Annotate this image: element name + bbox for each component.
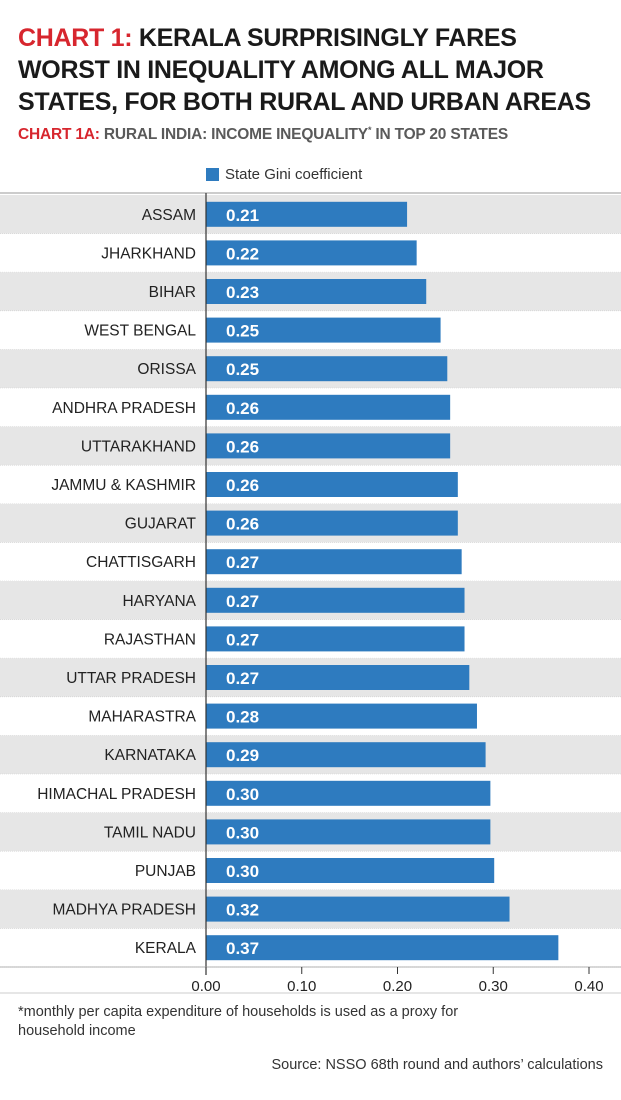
data-label: 0.28 [226, 708, 259, 727]
data-label: 0.27 [226, 553, 259, 572]
category-label: PUNJAB [135, 863, 196, 880]
chart-title-prefix: CHART 1: [18, 24, 133, 52]
x-tick-label: 0.00 [191, 978, 220, 995]
legend-swatch [206, 168, 219, 181]
category-label: TAMIL NADU [104, 824, 196, 841]
category-label: KARNATAKA [104, 747, 196, 764]
category-label: HARYANA [122, 593, 196, 610]
data-label: 0.37 [226, 939, 259, 958]
bar [206, 703, 477, 729]
category-label: GUJARAT [125, 516, 197, 533]
category-label: RAJASTHAN [104, 631, 196, 648]
category-label: ASSAM [142, 207, 196, 224]
bar [206, 510, 458, 536]
data-label: 0.26 [226, 437, 259, 456]
category-label: CHATTISGARH [86, 554, 196, 571]
x-tick-label: 0.30 [479, 978, 508, 995]
bar [206, 587, 465, 613]
category-label: BIHAR [149, 284, 196, 301]
category-label: UTTAR PRADESH [66, 670, 196, 687]
category-label: WEST BENGAL [84, 323, 196, 340]
bar [206, 394, 451, 420]
category-label: JHARKHAND [101, 245, 196, 262]
data-label: 0.27 [226, 630, 259, 649]
x-tick-label: 0.10 [287, 978, 316, 995]
chart-title: CHART 1: KERALA SURPRISINGLY FARES WORST… [18, 22, 608, 118]
chart-title-text: KERALA SURPRISINGLY FARES WORST IN INEQU… [18, 24, 591, 116]
bar [206, 549, 462, 575]
data-label: 0.26 [226, 515, 259, 534]
bar [206, 201, 408, 227]
data-label: 0.25 [226, 322, 259, 341]
data-label: 0.32 [226, 901, 259, 920]
data-label: 0.29 [226, 746, 259, 765]
data-label: 0.30 [226, 823, 259, 842]
data-label: 0.23 [226, 283, 259, 302]
data-label: 0.27 [226, 669, 259, 688]
chart-subtitle-text: RURAL INDIA: INCOME INEQUALITY [103, 126, 368, 144]
data-label: 0.30 [226, 785, 259, 804]
category-label: KERALA [135, 940, 197, 957]
category-label: MADHYA PRADESH [52, 902, 196, 919]
chart-subtitle-text-end: IN TOP 20 STATES [371, 126, 508, 144]
source-note: Source: NSSO 68th round and authors’ cal… [271, 1057, 603, 1073]
x-tick-label: 0.40 [574, 978, 603, 995]
legend-label: State Gini coefficient [225, 166, 363, 183]
data-label: 0.30 [226, 862, 259, 881]
chart-subtitle: CHART 1A: RURAL INDIA: INCOME INEQUALITY… [18, 125, 608, 144]
bar [206, 896, 510, 922]
bar [206, 356, 448, 382]
legend: State Gini coefficient [206, 166, 362, 183]
category-label: MAHARASTRA [88, 709, 196, 726]
category-label: UTTARAKHAND [81, 438, 196, 455]
bar [206, 742, 486, 768]
bar [206, 819, 491, 845]
data-label: 0.26 [226, 399, 259, 418]
category-label: HIMACHAL PRADESH [37, 786, 196, 803]
bar [206, 279, 427, 304]
data-label: 0.26 [226, 476, 259, 495]
chart-subtitle-prefix: CHART 1A: [18, 126, 100, 144]
footnote: *monthly per capita expenditure of house… [18, 1004, 459, 1039]
bar [206, 317, 441, 343]
category-label: ANDHRA PRADESH [52, 400, 196, 417]
data-label: 0.22 [226, 244, 259, 263]
bar [206, 858, 495, 883]
bar [206, 472, 458, 497]
x-tick-label: 0.20 [383, 978, 412, 995]
bar [206, 240, 417, 266]
bar [206, 433, 451, 459]
chart-subtitle-asterisk: * [367, 125, 372, 135]
bar [206, 780, 491, 806]
data-label: 0.27 [226, 592, 259, 611]
data-label: 0.21 [226, 206, 259, 225]
bar [206, 626, 465, 652]
category-label: ORISSA [137, 361, 196, 378]
bar [206, 935, 559, 961]
category-label: JAMMU & KASHMIR [51, 477, 196, 494]
data-label: 0.25 [226, 360, 259, 379]
bar [206, 665, 470, 690]
